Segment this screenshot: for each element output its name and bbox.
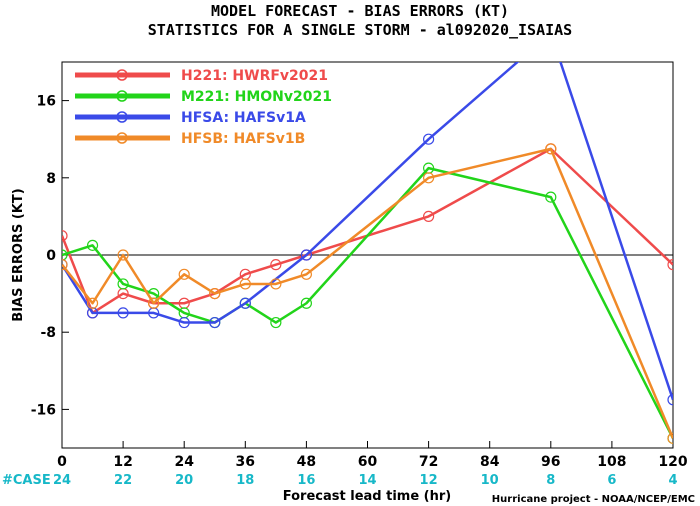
- data-point: [117, 249, 129, 261]
- data-point: [667, 259, 673, 271]
- case-label: #CASE: [2, 473, 51, 488]
- data-point: [545, 191, 557, 203]
- data-point: [667, 394, 673, 406]
- case-count: 6: [607, 473, 616, 488]
- y-axis-label: BIAS ERRORS (KT): [11, 188, 26, 321]
- data-point: [423, 172, 435, 184]
- chart-title: MODEL FORECAST - BIAS ERRORS (KT): [211, 2, 509, 20]
- legend-label: H221: HWRFv2021: [181, 68, 328, 84]
- y-axis-ticks: 16 8 0 -8 -16: [31, 94, 69, 418]
- x-tick-label: 72: [419, 454, 438, 470]
- data-point: [62, 249, 68, 261]
- case-count: 16: [297, 473, 315, 488]
- data-point: [300, 297, 312, 309]
- legend-marker: [116, 90, 128, 102]
- legend-marker: [116, 132, 128, 144]
- data-point: [270, 259, 282, 271]
- case-count: 18: [236, 473, 254, 488]
- y-tick-label: 0: [46, 248, 56, 264]
- case-count: 20: [175, 473, 193, 488]
- data-point: [148, 297, 160, 309]
- legend-label: M221: HMONv2021: [181, 89, 332, 105]
- legend-item: M221: HMONv2021: [75, 89, 332, 105]
- x-tick-label: 96: [541, 454, 560, 470]
- case-count: 8: [546, 473, 555, 488]
- case-count: 24: [53, 473, 71, 488]
- data-point: [239, 278, 251, 290]
- data-point: [86, 239, 99, 251]
- series-4: [62, 143, 673, 444]
- legend: H221: HWRFv2021 M221: HMONv2021 HFSA: HAFS…: [75, 68, 332, 147]
- legend-label: HFSB: HAFSv1B: [181, 131, 305, 147]
- legend-marker: [116, 111, 128, 123]
- case-count: 22: [114, 473, 132, 488]
- x-tick-label: 120: [658, 454, 687, 470]
- x-tick-label: 48: [297, 454, 316, 470]
- legend-item: HFSB: HAFSv1B: [75, 131, 305, 147]
- credit-text: Hurricane project - NOAA/NCEP/EMC: [492, 494, 695, 505]
- case-count: 10: [481, 473, 499, 488]
- data-point: [178, 268, 190, 280]
- data-point: [667, 432, 673, 444]
- legend-item: H221: HWRFv2021: [75, 68, 328, 84]
- legend-item: HFSA: HAFSv1A: [75, 110, 306, 126]
- case-count: 12: [420, 473, 438, 488]
- data-point: [239, 297, 251, 309]
- data-point: [62, 230, 68, 242]
- x-tick-label: 60: [358, 454, 378, 470]
- y-tick-label: 16: [37, 94, 56, 110]
- legend-label: HFSA: HAFSv1A: [181, 110, 306, 126]
- y-tick-label: -16: [31, 402, 56, 418]
- data-point: [117, 278, 129, 290]
- data-point: [423, 210, 435, 222]
- data-point: [270, 316, 282, 329]
- series-layer: [62, 62, 673, 444]
- case-count: 4: [668, 473, 677, 488]
- y-tick-label: 8: [46, 171, 56, 187]
- data-point: [300, 268, 312, 280]
- series-3: [62, 62, 673, 406]
- legend-marker: [116, 69, 128, 81]
- data-point: [117, 307, 129, 319]
- x-tick-label: 24: [174, 454, 194, 470]
- x-tick-label: 36: [236, 454, 255, 470]
- x-axis-label: Forecast lead time (hr): [283, 489, 451, 504]
- case-count: 14: [358, 473, 376, 488]
- series-line: [62, 147, 673, 439]
- data-point: [86, 297, 99, 309]
- series-line: [62, 62, 673, 401]
- data-point: [423, 133, 435, 145]
- data-point: [209, 316, 221, 329]
- x-tick-label: 84: [480, 454, 500, 470]
- series-line: [62, 147, 673, 315]
- x-tick-label: 12: [113, 454, 132, 470]
- data-point: [62, 259, 68, 271]
- data-point: [270, 278, 282, 290]
- data-point: [178, 316, 190, 329]
- data-point: [300, 249, 312, 261]
- x-axis-ticks: 0 12 24 36 48 60 72 84 96 108 120: [57, 441, 688, 470]
- data-point: [545, 143, 557, 155]
- x-tick-label: 0: [57, 454, 67, 470]
- case-counts: 24 22 20 18 16 14 12 10 8 6 4: [53, 473, 678, 488]
- x-tick-label: 108: [597, 454, 626, 470]
- y-tick-label: -8: [40, 325, 56, 341]
- data-point: [209, 288, 221, 300]
- chart-subtitle: STATISTICS FOR A SINGLE STORM - al092020…: [148, 21, 572, 39]
